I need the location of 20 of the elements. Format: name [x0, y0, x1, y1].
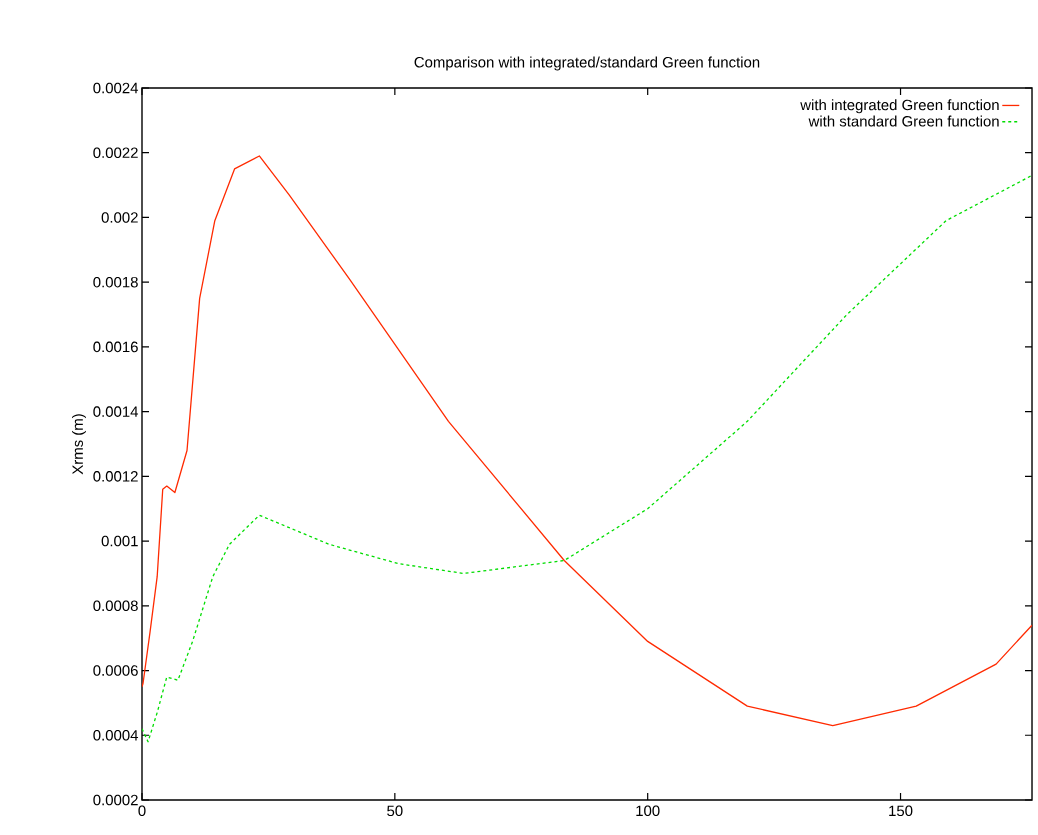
- legend-label: with standard Green function: [808, 115, 999, 127]
- y-axis-title: Xrms (m): [72, 414, 86, 475]
- x-tick-label: 150: [889, 805, 913, 817]
- y-tick-label: 0.0006: [93, 665, 138, 676]
- y-tick-label: 0.0016: [93, 341, 138, 353]
- y-tick-label: 0.0014: [93, 406, 139, 417]
- y-tick-label: 0.0022: [93, 147, 138, 159]
- y-tick-label: 0.0018: [93, 276, 138, 288]
- y-tick-label: 0.001: [101, 535, 138, 547]
- x-tick-label: 100: [636, 805, 660, 817]
- y-tick-label: 0.0004: [93, 729, 139, 741]
- y-tick-label: 0.0012: [93, 471, 138, 482]
- y-tick-label: 0.0002: [93, 794, 138, 806]
- x-tick-label: 0: [138, 805, 146, 817]
- y-tick-label: 0.0008: [93, 600, 138, 612]
- y-tick-label: 0.002: [101, 212, 138, 223]
- x-tick-label: 50: [387, 805, 403, 817]
- chart-title: Comparison with integrated/standard Green function: [414, 56, 760, 71]
- y-tick-label: 0.0024: [93, 82, 139, 94]
- legend-label: with integrated Green function: [800, 99, 999, 114]
